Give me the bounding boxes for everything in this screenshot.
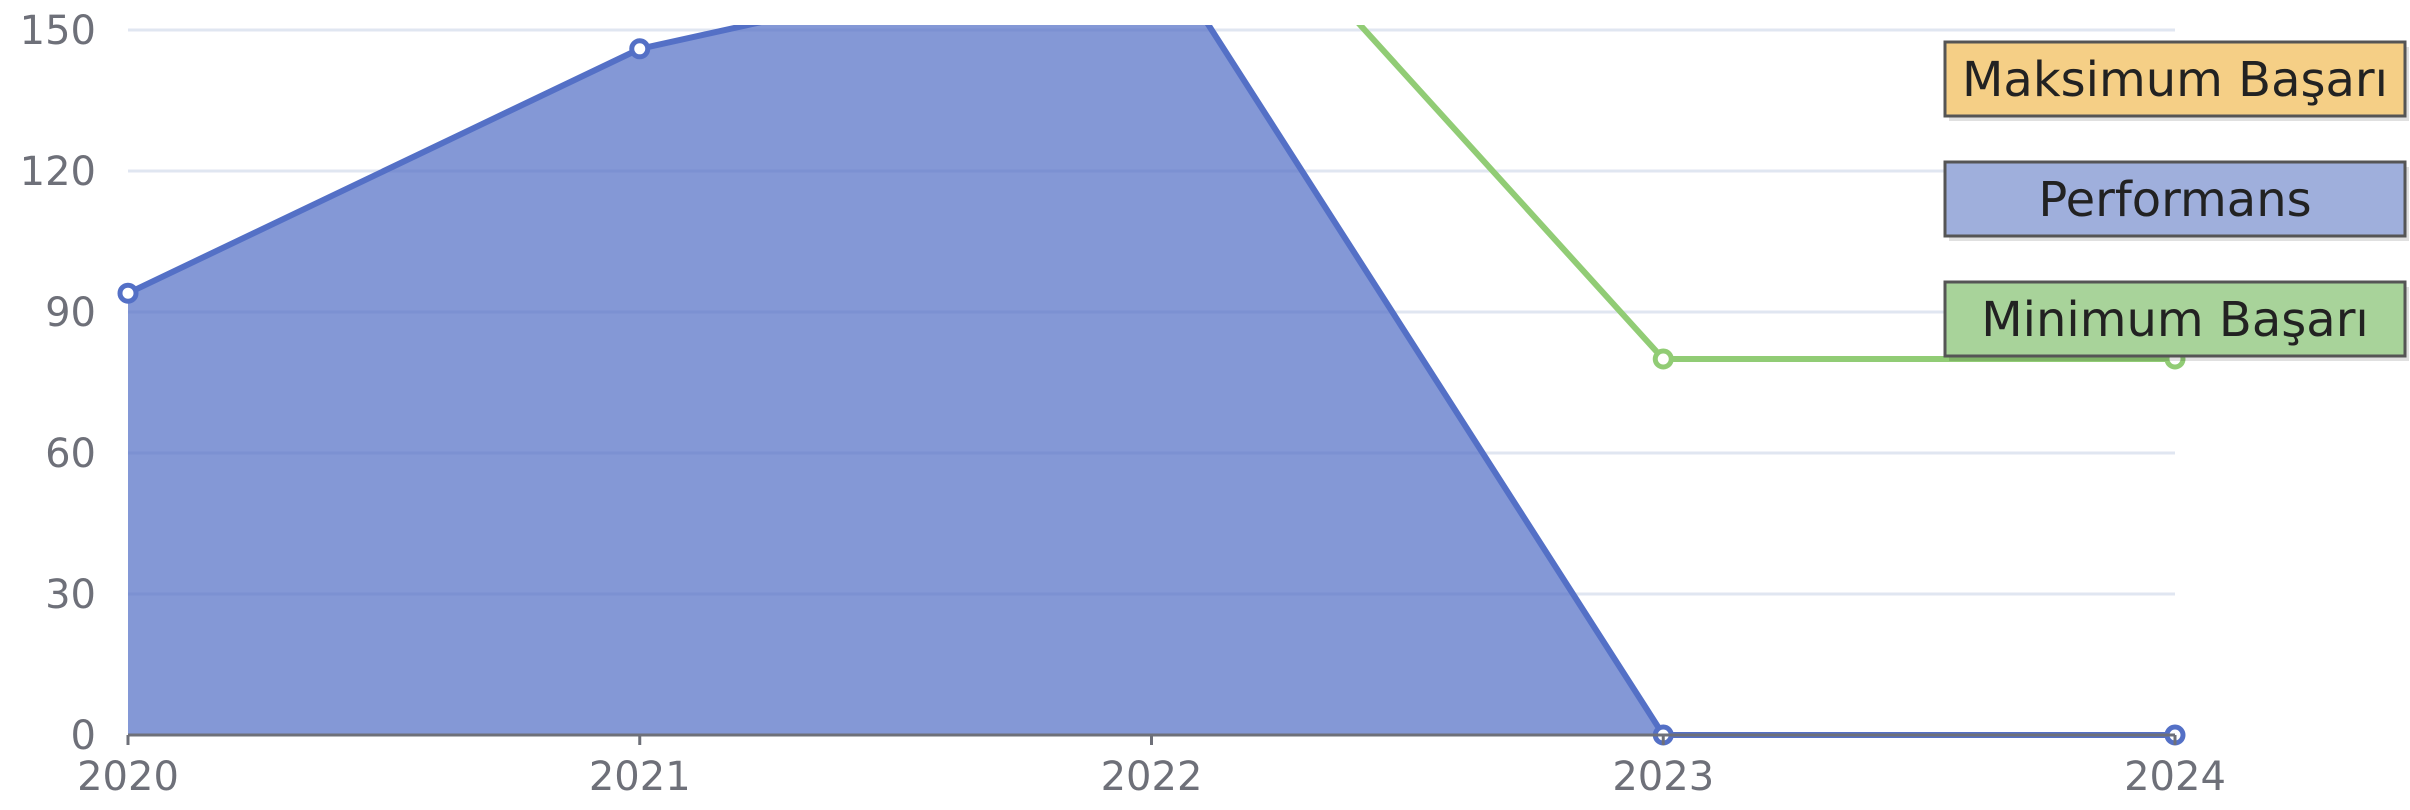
- legend[interactable]: Maksimum Başarı Performans Minimum Başarı: [1943, 40, 2409, 361]
- y-tick-label: 120: [20, 149, 96, 195]
- series-layer: [117, 25, 2186, 746]
- series-area-0: [128, 25, 2175, 735]
- legend-box: [1943, 160, 2407, 238]
- y-tick-label: 60: [45, 431, 96, 477]
- x-tick-label: 2020: [77, 754, 179, 800]
- legend-label: Maksimum Başarı: [1962, 52, 2388, 108]
- x-tick-label: 2022: [1101, 754, 1203, 800]
- y-tick-label: 90: [45, 290, 96, 336]
- legend-label: Minimum Başarı: [1981, 292, 2369, 348]
- data-point: [117, 282, 139, 304]
- y-tick-label: 150: [20, 8, 96, 54]
- x-tick-label: 2021: [589, 754, 691, 800]
- legend-label: Performans: [2038, 172, 2311, 228]
- y-tick-label: 30: [45, 572, 96, 618]
- x-tick-label: 2024: [2124, 754, 2226, 800]
- data-point: [629, 38, 651, 60]
- axes: 0 30 60 90 120 150 2020 2021 2022 2023 2024: [20, 8, 2226, 800]
- legend-item[interactable]: Performans: [1943, 160, 2409, 241]
- y-tick-label: 0: [71, 713, 96, 759]
- x-tick-label: 2023: [1612, 754, 1714, 800]
- legend-item[interactable]: Maksimum Başarı: [1943, 40, 2409, 121]
- legend-box: [1943, 280, 2407, 358]
- legend-item[interactable]: Minimum Başarı: [1943, 280, 2409, 361]
- data-point: [1652, 348, 1674, 370]
- legend-box: [1943, 40, 2407, 118]
